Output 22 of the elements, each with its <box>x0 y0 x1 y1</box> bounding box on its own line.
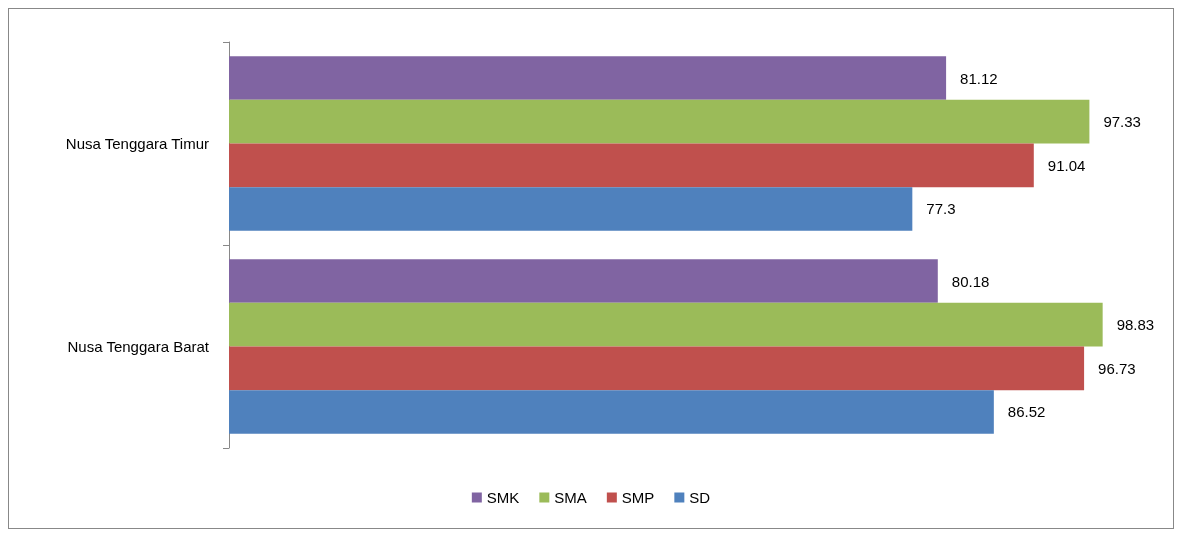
y-tick-label: Nusa Tenggara Barat <box>67 338 210 355</box>
data-label: 86.52 <box>1007 403 1046 421</box>
bar <box>229 346 1085 391</box>
bar <box>229 99 1090 144</box>
bar <box>229 143 1034 188</box>
data-label: 80.18 <box>951 272 990 290</box>
data-label: 97.33 <box>1103 113 1141 131</box>
y-tick-label: Nusa Tenggara Timur <box>65 135 209 152</box>
data-label: 77.3 <box>926 200 956 218</box>
bar <box>229 302 1103 347</box>
bar <box>229 56 947 100</box>
bar <box>229 259 938 303</box>
data-label: 96.73 <box>1098 359 1136 377</box>
legend-label: SD <box>689 489 711 506</box>
data-label: 91.04 <box>1047 156 1086 174</box>
bar <box>229 390 994 434</box>
legend-label: SMA <box>554 489 587 506</box>
data-label: 98.83 <box>1116 316 1155 334</box>
legend-label: SMK <box>486 489 520 506</box>
data-label: 81.12 <box>960 69 998 87</box>
bar <box>229 187 913 231</box>
legend-label: SMP <box>621 489 655 506</box>
